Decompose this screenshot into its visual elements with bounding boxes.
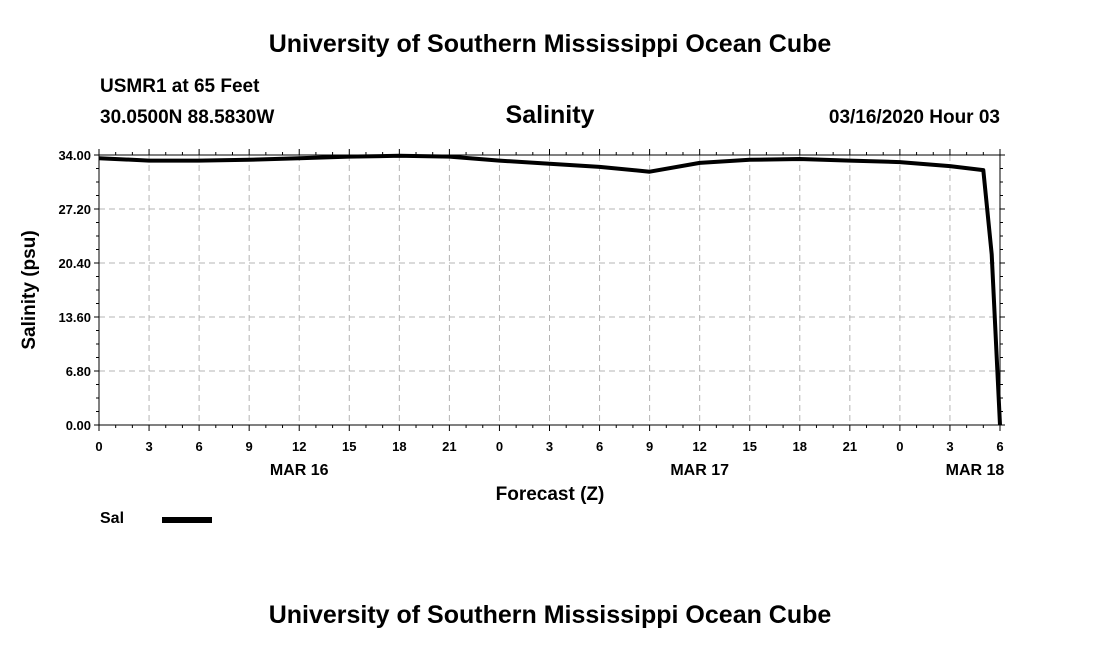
footer-title: University of Southern Mississippi Ocean… <box>268 601 832 629</box>
x-tick-label: 6 <box>996 439 1003 454</box>
legend-line-swatch <box>162 517 212 523</box>
plot-frame <box>98 154 1001 426</box>
x-tick-label: 0 <box>496 439 503 454</box>
x-tick-label: 12 <box>292 439 306 454</box>
y-tick-label: 34.00 <box>58 148 91 163</box>
x-tick-label: 6 <box>195 439 202 454</box>
page-title: University of Southern Mississippi Ocean… <box>268 30 832 58</box>
x-tick-label: 6 <box>596 439 603 454</box>
chart-title: Salinity <box>505 101 595 129</box>
y-tick-label: 20.40 <box>58 256 91 271</box>
x-tick-label: 21 <box>843 439 857 454</box>
y-axis-label: Salinity (psu) <box>19 230 40 349</box>
x-tick-label: 18 <box>392 439 406 454</box>
x-tick-label: 0 <box>896 439 903 454</box>
x-tick-label: 18 <box>793 439 807 454</box>
x-axis-label: Forecast (Z) <box>496 484 605 505</box>
date-label: MAR 16 <box>270 462 329 479</box>
y-tick-label: 6.80 <box>66 364 91 379</box>
x-tick-label: 3 <box>145 439 152 454</box>
y-tick-label: 27.20 <box>58 202 91 217</box>
y-tick-label: 0.00 <box>66 418 91 433</box>
date-label: MAR 18 <box>946 462 1005 479</box>
x-tick-label: 15 <box>742 439 756 454</box>
x-tick-label: 12 <box>692 439 706 454</box>
date-label: MAR 17 <box>670 462 729 479</box>
x-tick-label: 0 <box>95 439 102 454</box>
x-tick-label: 3 <box>946 439 953 454</box>
coordinates-label: 30.0500N 88.5830W <box>100 107 275 128</box>
station-label: USMR1 at 65 Feet <box>100 76 260 97</box>
x-tick-label: 21 <box>442 439 456 454</box>
y-tick-label: 13.60 <box>58 310 91 325</box>
datetime-label: 03/16/2020 Hour 03 <box>828 107 1000 128</box>
x-tick-label: 15 <box>342 439 356 454</box>
x-tick-label: 9 <box>646 439 653 454</box>
x-tick-label: 9 <box>246 439 253 454</box>
legend-label: Sal <box>100 510 125 527</box>
x-tick-label: 3 <box>546 439 553 454</box>
series-line-sal <box>98 153 1002 426</box>
